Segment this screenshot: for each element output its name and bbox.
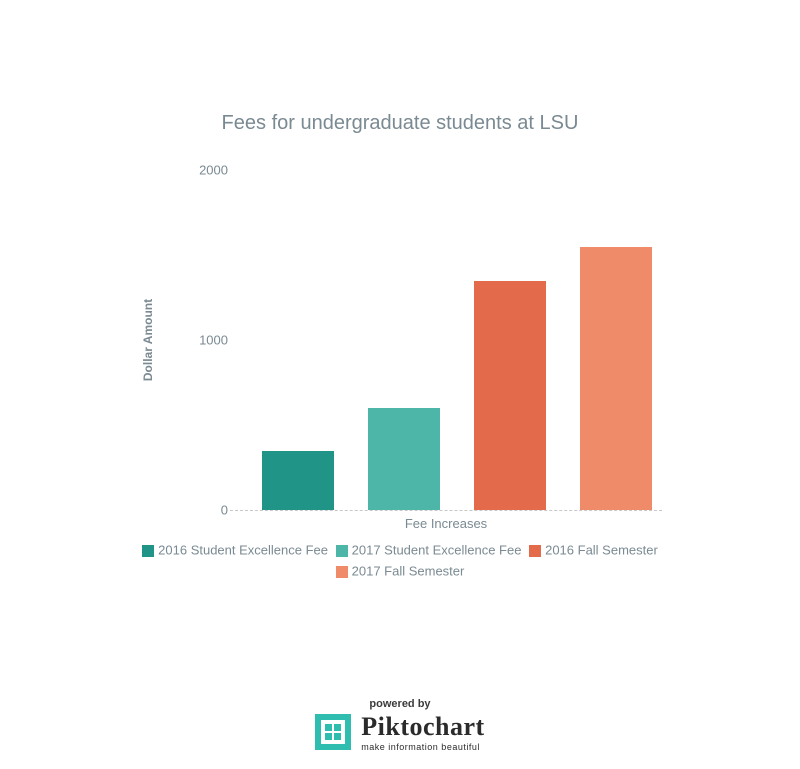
chart-title: Fees for undergraduate students at LSU bbox=[0, 112, 800, 135]
legend-swatch-0 bbox=[142, 545, 154, 557]
legend-label-0: 2016 Student Excellence Fee bbox=[158, 543, 328, 558]
footer-powered-by: powered by bbox=[315, 698, 484, 710]
x-axis-label: Fee Increases bbox=[230, 516, 662, 531]
y-tick-0: 0 bbox=[221, 503, 228, 518]
y-axis-label: Dollar Amount bbox=[141, 299, 155, 381]
y-tick-2: 2000 bbox=[199, 163, 228, 178]
bar-0 bbox=[262, 451, 334, 511]
footer: powered by Piktochart make information b… bbox=[0, 698, 800, 755]
chart-canvas: { "chart": { "type": "bar", "title": "Fe… bbox=[0, 0, 800, 769]
footer-brand: Piktochart bbox=[361, 712, 484, 742]
legend: 2016 Student Excellence Fee 2017 Student… bbox=[0, 540, 800, 582]
legend-label-1: 2017 Student Excellence Fee bbox=[352, 543, 522, 558]
bar-3 bbox=[580, 247, 652, 511]
y-tick-1: 1000 bbox=[199, 333, 228, 348]
legend-item-2: 2016 Fall Semester bbox=[529, 540, 658, 561]
legend-item-0: 2016 Student Excellence Fee bbox=[142, 540, 328, 561]
bar-1 bbox=[368, 408, 440, 510]
legend-item-1: 2017 Student Excellence Fee bbox=[336, 540, 522, 561]
legend-label-3: 2017 Fall Semester bbox=[352, 564, 465, 579]
footer-tagline: make information beautiful bbox=[361, 742, 484, 752]
bar-2 bbox=[474, 281, 546, 511]
plot-area bbox=[230, 170, 662, 511]
legend-label-2: 2016 Fall Semester bbox=[545, 543, 658, 558]
legend-swatch-3 bbox=[336, 566, 348, 578]
legend-swatch-2 bbox=[529, 545, 541, 557]
legend-swatch-1 bbox=[336, 545, 348, 557]
legend-row-1: 2016 Student Excellence Fee 2017 Student… bbox=[0, 540, 800, 561]
piktochart-logo-icon bbox=[315, 714, 351, 750]
legend-item-3: 2017 Fall Semester bbox=[336, 561, 465, 582]
legend-row-2: 2017 Fall Semester bbox=[0, 561, 800, 582]
